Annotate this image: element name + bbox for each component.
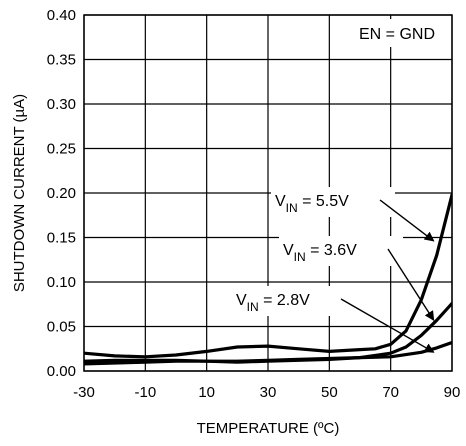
series-annotation: VIN = 3.6V [279,236,435,321]
y-tick-label: 0.15 [47,230,76,247]
series-line [84,340,452,366]
annotation-bg [271,187,395,217]
y-axis-label: SHUTDOWN CURRENT (µA) [11,94,28,292]
annotation-bg [279,236,403,266]
x-tick-label: -10 [134,384,156,401]
x-tick-label: -30 [73,384,95,401]
series-annotations: VIN = 5.5V VIN = 3.6V VIN = 2.8V [232,187,435,353]
annotation-arrow [387,248,435,321]
series-label: VIN = 2.8V [236,292,310,314]
annotation-arrow [379,199,435,242]
x-tick-label: 70 [382,384,399,401]
y-tick-label: 0.40 [47,7,76,24]
plot-frame [83,14,453,372]
y-tick-label: 0.20 [47,185,76,202]
series-line [84,193,452,359]
y-tick-label: 0.25 [47,141,76,158]
series-label: VIN = 5.5V [275,193,349,215]
x-tick-label: 30 [260,384,277,401]
series-group [84,193,452,366]
y-tick-label: 0.10 [47,274,76,291]
x-tick-label: 10 [198,384,215,401]
x-tick-labels: -30 -10 10 30 50 70 90 [73,384,460,401]
x-tick-label: 90 [444,384,461,401]
annotation-bg [232,286,356,316]
x-axis-label: TEMPERATURE (ºC) [197,420,340,437]
y-tick-label: 0.05 [47,319,76,336]
condition-box-bg [347,19,447,47]
series-annotation: VIN = 5.5V [271,187,435,242]
y-tick-labels: 0.00 0.05 0.10 0.15 0.20 0.25 0.30 0.35 0.40 [47,7,76,380]
annotation-arrow [340,298,435,353]
series-label: VIN = 3.6V [283,242,357,264]
y-tick-label: 0.30 [47,96,76,113]
grid [83,14,453,372]
x-tick-label: 50 [321,384,338,401]
y-tick-label: 0.00 [47,363,76,380]
condition-box: EN = GND [347,19,447,47]
series-annotation: VIN = 2.8V [232,286,435,353]
y-tick-label: 0.35 [47,52,76,69]
condition-label: EN = GND [359,26,435,43]
